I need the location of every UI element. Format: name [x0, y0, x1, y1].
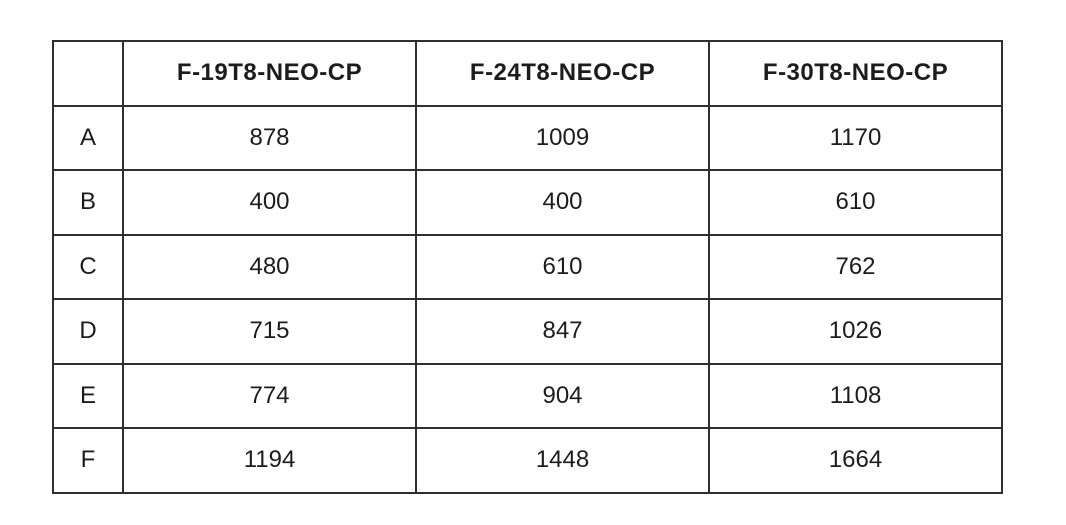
table-row-f: F 1194 1448 1664	[52, 427, 1003, 494]
row-label-a: A	[52, 104, 124, 171]
row-label-b: B	[52, 169, 124, 236]
row-label-e: E	[52, 362, 124, 429]
column-header-f19t8: F-19T8-NEO-CP	[122, 40, 417, 107]
table-row-c: C 480 610 762	[52, 233, 1003, 300]
table-cell: 904	[415, 362, 710, 429]
table-row-a: A 878 1009 1170	[52, 104, 1003, 171]
table-cell: 847	[415, 298, 710, 365]
table-cell: 1170	[708, 104, 1003, 171]
table-row-d: D 715 847 1026	[52, 298, 1003, 365]
table-cell: 1194	[122, 427, 417, 494]
table-cell: 480	[122, 233, 417, 300]
column-header-f30t8: F-30T8-NEO-CP	[708, 40, 1003, 107]
column-header-f24t8: F-24T8-NEO-CP	[415, 40, 710, 107]
table-cell: 1448	[415, 427, 710, 494]
table-cell: 1108	[708, 362, 1003, 429]
row-label-c: C	[52, 233, 124, 300]
table-cell: 715	[122, 298, 417, 365]
table-cell: 1009	[415, 104, 710, 171]
row-label-f: F	[52, 427, 124, 494]
table-cell: 774	[122, 362, 417, 429]
table-cell: 610	[415, 233, 710, 300]
product-dimensions-table: F-19T8-NEO-CP F-24T8-NEO-CP F-30T8-NEO-C…	[52, 40, 1003, 494]
table-cell: 762	[708, 233, 1003, 300]
row-label-d: D	[52, 298, 124, 365]
table-cell: 1664	[708, 427, 1003, 494]
table-cell: 400	[415, 169, 710, 236]
header-row: F-19T8-NEO-CP F-24T8-NEO-CP F-30T8-NEO-C…	[52, 40, 1003, 107]
table-row-e: E 774 904 1108	[52, 362, 1003, 429]
table-row-b: B 400 400 610	[52, 169, 1003, 236]
table-cell: 610	[708, 169, 1003, 236]
table-cell: 1026	[708, 298, 1003, 365]
table-cell: 400	[122, 169, 417, 236]
table-cell: 878	[122, 104, 417, 171]
corner-cell	[52, 40, 124, 107]
